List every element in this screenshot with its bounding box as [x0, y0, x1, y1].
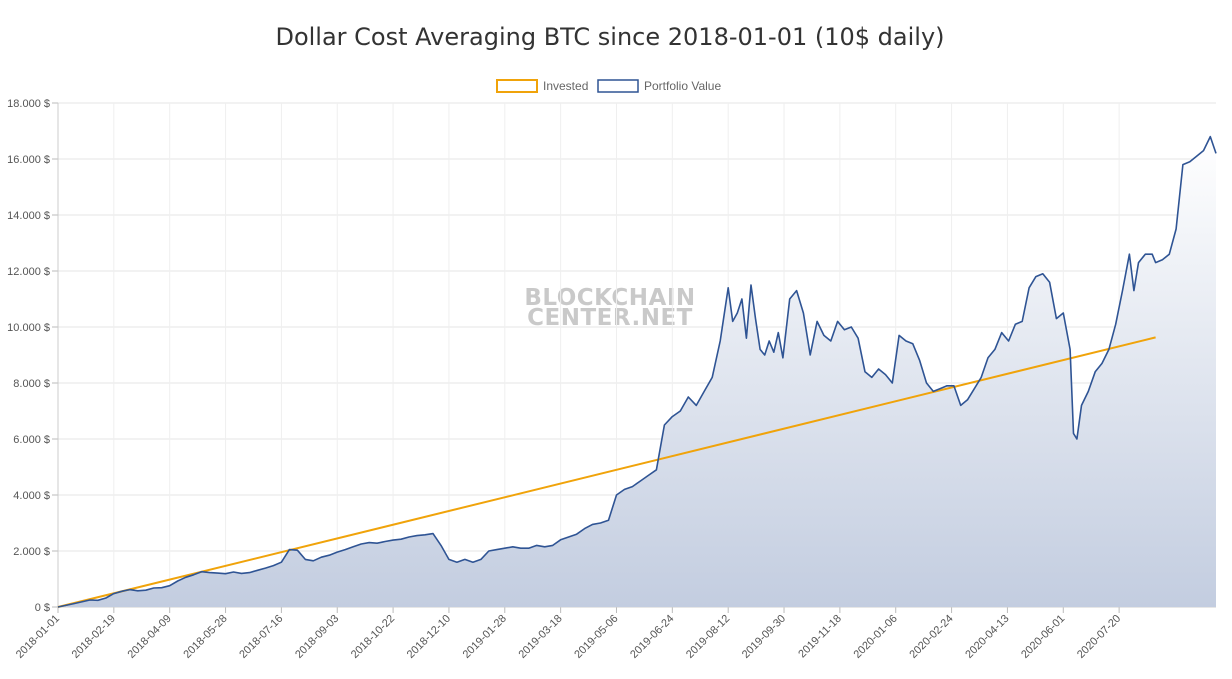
x-tick-label: 2019-09-30: [740, 613, 788, 661]
y-tick-label: 4.000 $: [13, 490, 50, 502]
legend-label-invested[interactable]: Invested: [543, 79, 588, 93]
x-tick-label: 2018-07-16: [237, 613, 285, 661]
x-tick-label: 2019-06-24: [628, 613, 676, 661]
x-tick-label: 2018-09-03: [293, 613, 341, 661]
chart-title: Dollar Cost Averaging BTC since 2018-01-…: [275, 23, 944, 51]
watermark-line-1: BLOCKCHAIN: [524, 285, 695, 311]
x-tick-label: 2019-05-06: [572, 613, 620, 661]
x-tick-label: 2019-01-28: [461, 613, 509, 661]
y-tick-label: 8.000 $: [13, 378, 50, 390]
y-tick-label: 6.000 $: [13, 434, 50, 446]
x-tick-label: 2020-01-06: [852, 613, 900, 661]
x-axis: 2018-01-01 2018-02-19 2018-04-09 2018-05-28…: [14, 606, 1216, 661]
legend: Invested Portfolio Value: [496, 79, 721, 93]
series-invested-line: [57, 336, 1156, 608]
y-tick-label: 12.000 $: [7, 266, 50, 278]
plot-area: [57, 135, 1217, 608]
series-portfolio-line: [57, 135, 1217, 608]
x-tick-label: 2020-04-13: [963, 613, 1011, 661]
x-tick-label: 2018-01-01: [14, 613, 62, 661]
x-tick-label: 2018-05-28: [181, 613, 229, 661]
x-tick-label: 2020-07-20: [1075, 613, 1123, 661]
y-tick-label: 14.000 $: [7, 210, 50, 222]
x-tick-label: 2018-12-10: [405, 613, 453, 661]
watermark: BLOCKCHAIN CENTER.NET: [524, 285, 695, 331]
x-tick-label: 2019-03-18: [516, 613, 564, 661]
y-tick-label: 0 $: [35, 602, 50, 614]
x-tick-label: 2018-10-22: [349, 613, 397, 661]
legend-swatch-invested[interactable]: [496, 79, 538, 93]
x-tick-label: 2020-06-01: [1019, 613, 1067, 661]
x-tick-label: 2018-02-19: [70, 613, 118, 661]
y-tick-label: 16.000 $: [7, 154, 50, 166]
series-portfolio-area: [58, 136, 1216, 607]
x-tick-label: 2020-02-24: [907, 613, 955, 661]
x-tick-label: 2019-11-18: [796, 613, 844, 661]
y-tick-label: 18.000 $: [7, 98, 50, 110]
x-tick-label: 2019-08-12: [684, 613, 732, 661]
legend-swatch-portfolio[interactable]: [597, 79, 639, 93]
y-tick-label: 2.000 $: [13, 546, 50, 558]
y-axis: 0 $ 2.000 $ 4.000 $ 6.000 $ 8.000 $ 10.000 $ 1…: [7, 98, 59, 614]
y-tick-label: 10.000 $: [7, 322, 50, 334]
x-tick-label: 2018-04-09: [126, 613, 174, 661]
legend-label-portfolio[interactable]: Portfolio Value: [644, 79, 721, 93]
